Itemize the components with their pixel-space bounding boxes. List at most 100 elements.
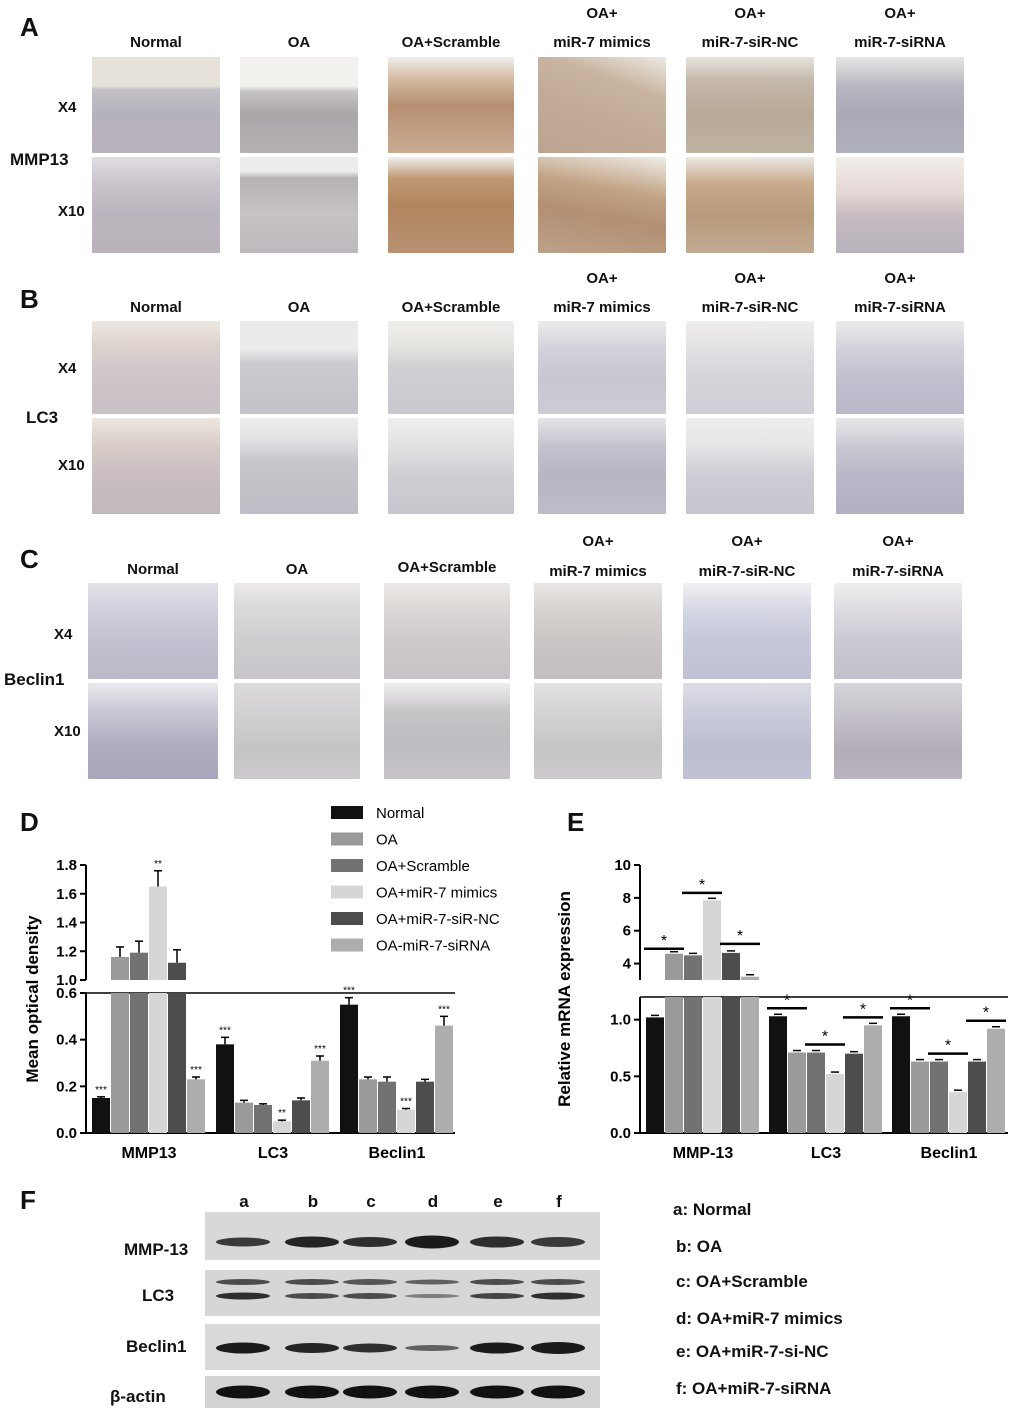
bar: [111, 993, 129, 1133]
y-tick-label: 1.0: [610, 1012, 631, 1029]
blot-band: [405, 1235, 459, 1249]
blot-band: [470, 1385, 524, 1399]
blot-band: [216, 1292, 270, 1300]
blot-band: [470, 1279, 524, 1285]
legend-swatch: [331, 938, 363, 952]
significance-marker: *: [699, 877, 705, 894]
col-mimics-2: miR-7 mimics: [553, 34, 651, 51]
bar: [340, 1004, 358, 1133]
blot-band: [216, 1279, 270, 1285]
bar: [769, 1016, 787, 1133]
y-tick-label: 1.8: [56, 857, 77, 874]
bar: [416, 1081, 434, 1133]
significance-marker: **: [278, 1108, 286, 1119]
bar: [665, 997, 683, 1133]
blot-band: [343, 1237, 397, 1247]
panel-label-f: F: [20, 1185, 36, 1215]
micrograph: [92, 57, 220, 153]
x-category-label: MMP13: [121, 1145, 176, 1162]
bar: [684, 955, 702, 980]
bar: [826, 1074, 844, 1133]
significance-marker: ***: [314, 1044, 326, 1055]
blot-band: [531, 1279, 585, 1285]
blot-band: [285, 1293, 339, 1299]
col-oa: OA: [287, 299, 311, 316]
legend-swatch: [331, 832, 363, 846]
col-scramble: OA+Scramble: [397, 559, 497, 576]
legend-swatch: [331, 806, 363, 819]
significance-marker: ***: [190, 1065, 202, 1076]
micrograph: [388, 157, 514, 253]
lane-label-a: a: [239, 1192, 249, 1211]
blot-band: [531, 1237, 585, 1247]
significance-marker: **: [154, 859, 162, 870]
stain-label: Beclin1: [4, 670, 65, 689]
bar: [788, 1052, 806, 1133]
micrograph: [686, 57, 814, 153]
y-tick-label: 0.0: [610, 1125, 631, 1142]
legend-label: OA+miR-7-siR-NC: [376, 911, 500, 928]
bar: [892, 1016, 910, 1133]
row-x10: X10: [58, 203, 85, 220]
blot-band: [343, 1293, 397, 1299]
bar: [968, 1061, 986, 1133]
col-sirna-1: OA+: [884, 5, 916, 22]
row-x4: X4: [58, 99, 77, 116]
y-axis-label: Relative mRNA expression: [555, 891, 574, 1107]
bar: [911, 1061, 929, 1133]
lane-label-f: f: [556, 1192, 562, 1211]
legend-label: OA-miR-7-siRNA: [376, 938, 490, 955]
micrograph: [836, 57, 964, 153]
col-sirnc-1: OA+: [734, 5, 766, 22]
blot-band: [343, 1343, 397, 1353]
blot-band: [285, 1236, 339, 1248]
micrograph: [388, 321, 514, 414]
micrograph: [240, 157, 358, 253]
blot-band: [405, 1279, 459, 1285]
blot-membrane: [205, 1212, 600, 1260]
row-x10: X10: [54, 723, 81, 740]
bar: [722, 952, 740, 980]
bar: [187, 1079, 205, 1133]
legend-swatch: [331, 912, 363, 925]
blot-key-item: e: OA+miR-7-si-NC: [676, 1342, 829, 1361]
col-oa: OA: [285, 561, 309, 578]
bar: [130, 952, 148, 980]
bar: [378, 1081, 396, 1133]
blot-band: [405, 1385, 459, 1399]
blot-band: [285, 1279, 339, 1285]
legend-swatch: [331, 859, 363, 872]
col-mimics-1: OA+: [586, 270, 618, 287]
micrograph: [538, 157, 666, 253]
y-tick-label: 4: [623, 956, 632, 973]
significance-marker: ***: [343, 986, 355, 997]
col-mimics-1: OA+: [586, 5, 618, 22]
blot-band: [531, 1292, 585, 1300]
blot-key-item: a: Normal: [673, 1200, 752, 1219]
micrograph: [836, 157, 964, 253]
blot-band: [343, 1385, 397, 1399]
blot-band: [343, 1279, 397, 1285]
significance-marker: ***: [95, 1085, 107, 1096]
blot-band: [216, 1237, 270, 1247]
blot-band: [216, 1385, 270, 1399]
y-tick-label: 6: [623, 923, 631, 940]
micrograph: [534, 583, 662, 679]
col-sirnc-1: OA+: [734, 270, 766, 287]
blot-key-item: b: OA: [676, 1237, 723, 1256]
bar: [741, 997, 759, 1133]
bar: [646, 1017, 664, 1133]
significance-marker: ***: [219, 1025, 231, 1036]
panel-label-a: A: [20, 12, 39, 42]
micrograph: [538, 57, 666, 153]
micrograph: [683, 683, 811, 779]
col-sirnc-2: miR-7-siR-NC: [701, 299, 799, 316]
blot-band: [216, 1342, 270, 1354]
blot-membrane: [205, 1270, 600, 1316]
chart-d: 0.0 0.2 0.4 0.61.0 1.2 1.4 1.6 1.8 Mean optical …: [23, 805, 500, 1162]
blot-row-label: MMP-13: [124, 1240, 189, 1259]
x-category-label: LC3: [811, 1145, 841, 1162]
x-category-label: MMP-13: [673, 1145, 734, 1162]
bar: [722, 997, 740, 1133]
y-tick-label: 1.4: [56, 915, 78, 932]
